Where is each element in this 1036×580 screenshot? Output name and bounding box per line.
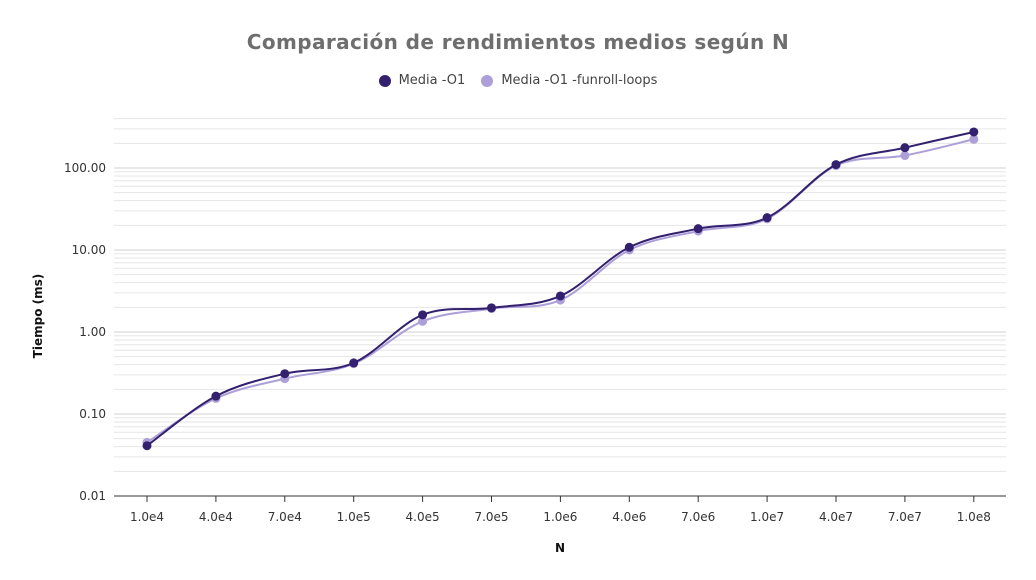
x-tick-label: 7.0e6: [681, 510, 715, 524]
legend-label-series-2: Media -O1 -funroll-loops: [501, 73, 658, 88]
data-point-series-1[interactable]: [142, 441, 152, 451]
data-point-series-2[interactable]: [900, 151, 910, 161]
y-tick-label: 0.10: [79, 407, 106, 421]
y-tick-label: 0.01: [79, 489, 106, 503]
legend-item-series-2[interactable]: Media -O1 -funroll-loops: [481, 73, 657, 88]
x-tick-label: 4.0e5: [406, 510, 440, 524]
data-point-series-2[interactable]: [418, 316, 428, 326]
data-point-series-1[interactable]: [762, 213, 772, 223]
data-point-series-1[interactable]: [831, 160, 841, 170]
x-tick-label: 1.0e4: [130, 510, 164, 524]
series-layer: [142, 127, 979, 451]
x-tick-label: 4.0e6: [612, 510, 646, 524]
y-tick-label: 10.00: [72, 243, 106, 257]
y-axis-title: Tiempo (ms): [31, 274, 45, 359]
data-point-series-1[interactable]: [280, 369, 290, 379]
x-tick-label: 7.0e4: [268, 510, 302, 524]
x-tick-label: 1.0e5: [337, 510, 371, 524]
data-point-series-1[interactable]: [693, 224, 703, 234]
data-point-series-1[interactable]: [349, 358, 359, 368]
data-point-series-1[interactable]: [211, 391, 221, 401]
x-tick-label: 4.0e4: [199, 510, 233, 524]
legend-marker-series-2: [481, 74, 494, 87]
series-line-2: [146, 138, 975, 444]
x-axis-title: N: [555, 541, 565, 555]
axis-layer: 0.01 0.10 1.00 10.00 100.00 1.0e4 4.0e4 7.0e4 1.…: [64, 161, 1006, 524]
data-point-series-1[interactable]: [900, 143, 910, 153]
legend-marker-series-1: [378, 74, 391, 87]
x-tick-label: 7.0e7: [888, 510, 922, 524]
data-point-series-1[interactable]: [555, 291, 565, 301]
grid-layer: [114, 118, 1006, 472]
chart-legend: Media -O1 Media -O1 -funroll-loops: [0, 73, 1036, 88]
y-tick-label: 100.00: [64, 161, 106, 175]
x-tick-label: 4.0e7: [819, 510, 853, 524]
data-point-series-1[interactable]: [969, 127, 979, 137]
legend-label-series-1: Media -O1: [398, 73, 466, 88]
y-tick-label: 1.00: [79, 325, 106, 339]
x-tick-label: 1.0e8: [957, 510, 991, 524]
data-point-series-2[interactable]: [969, 134, 979, 144]
data-point-series-1[interactable]: [418, 310, 428, 320]
series-line-1: [146, 130, 975, 447]
chart-title: Comparación de rendimientos medios según…: [246, 30, 790, 54]
legend-item-series-1[interactable]: Media -O1: [378, 73, 466, 88]
x-tick-label: 7.0e5: [474, 510, 508, 524]
data-point-series-1[interactable]: [487, 303, 496, 313]
data-point-series-1[interactable]: [624, 242, 634, 252]
x-tick-label: 1.0e6: [543, 510, 577, 524]
x-tick-label: 1.0e7: [750, 510, 784, 524]
